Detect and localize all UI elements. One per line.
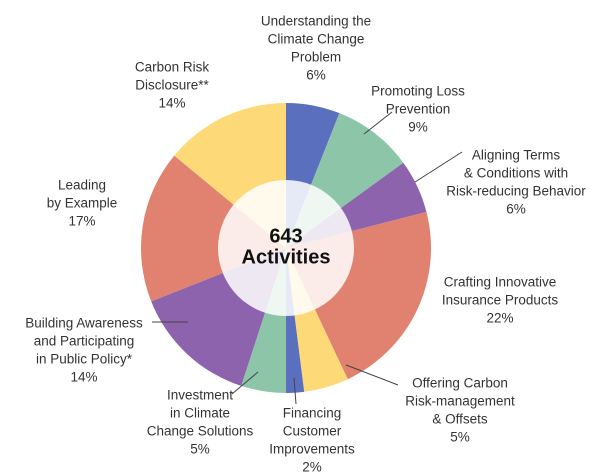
slice-label: Improvements — [269, 442, 355, 457]
slice-label: Insurance Products — [442, 293, 559, 308]
slice-label: & Conditions with — [464, 166, 568, 181]
slice-label: Aligning Terms — [472, 148, 561, 163]
slice-label: Risk-management — [405, 394, 515, 409]
value-label: 22% — [486, 311, 513, 326]
slice-label: Leading — [58, 178, 106, 193]
slice-label: and Participating — [34, 334, 135, 349]
slice-label: Crafting Innovative — [444, 275, 557, 290]
slice — [141, 155, 286, 302]
leader-line — [363, 111, 393, 135]
slice-label: Change Solutions — [147, 424, 254, 439]
slice-label: Promoting Loss — [371, 84, 465, 99]
leader-line — [293, 377, 297, 405]
slice-label: in Public Policy* — [36, 352, 133, 367]
value-label: 2% — [302, 460, 322, 475]
slice-label: Disclosure** — [135, 78, 209, 93]
leader-line — [231, 371, 259, 395]
slice-label: & Offsets — [432, 412, 488, 427]
slice-label: Building Awareness — [25, 316, 143, 331]
value-label: 17% — [68, 214, 95, 229]
slice-label: Problem — [291, 50, 341, 65]
slice-label: Customer — [283, 424, 342, 439]
slice-label: Risk-reducing Behavior — [446, 184, 586, 199]
slice-label: by Example — [47, 196, 118, 211]
slice-label: Climate Change — [268, 32, 365, 47]
slice-label: Investment — [167, 388, 233, 403]
slice-label: in Climate — [170, 406, 230, 421]
value-label: 14% — [70, 370, 97, 385]
slice-label: Prevention — [386, 102, 451, 117]
center-number: 643 — [269, 225, 302, 247]
slice-label: Financing — [283, 406, 342, 421]
center-text: Activities — [242, 246, 331, 268]
value-label: 14% — [158, 96, 185, 111]
value-label: 6% — [306, 68, 326, 83]
value-label: 5% — [450, 430, 470, 445]
value-label: 5% — [190, 442, 210, 457]
leader-line — [345, 364, 399, 386]
value-label: 6% — [506, 202, 526, 217]
slice-label: Offering Carbon — [412, 376, 508, 391]
leader-line — [414, 151, 463, 183]
slice-label: Understanding the — [261, 14, 371, 29]
value-label: 9% — [408, 120, 428, 135]
slice-label: Carbon Risk — [135, 60, 210, 75]
donut-hole — [218, 180, 354, 316]
